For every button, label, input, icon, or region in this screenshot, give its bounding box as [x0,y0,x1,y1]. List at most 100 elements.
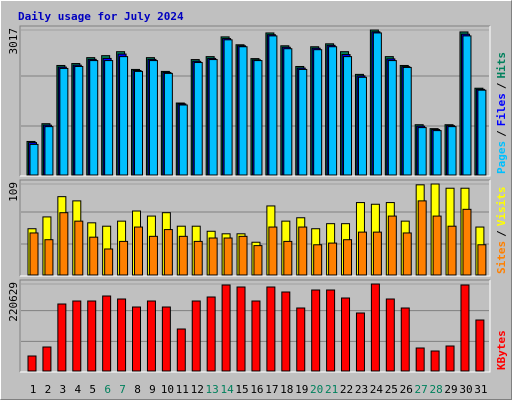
bar [253,245,263,276]
bar [343,56,353,176]
y-tick-label: 3017 [7,28,20,55]
bar [341,297,351,372]
bar [193,240,203,276]
bar [104,60,114,176]
x-tick-label: 23 [355,383,368,396]
bar [27,355,37,372]
bar [104,248,114,276]
bar [236,286,246,372]
bar [89,60,99,176]
bar [253,60,263,176]
bar [387,60,397,176]
bar [385,298,395,372]
bar [87,300,97,372]
bar [74,65,84,176]
bar [119,240,129,276]
bar [447,225,457,276]
bar [163,72,173,176]
bar [417,200,427,276]
bar [44,126,54,176]
x-tick-label: 26 [400,383,413,396]
bar [148,60,158,176]
legend-separator: / [495,230,508,237]
plot-edge [19,25,490,176]
x-tick-label: 11 [176,383,189,396]
bar [298,68,308,176]
plot-edge [19,279,490,372]
x-tick-label: 22 [340,383,353,396]
bar [268,226,278,276]
bar [432,215,442,276]
x-tick-label: 1 [30,383,37,396]
bar [355,312,365,372]
x-tick-label: 31 [474,383,487,396]
bar [59,67,69,176]
bar [311,289,321,372]
bar [283,240,293,276]
bar [132,306,142,372]
bar [445,345,455,372]
x-tick-label: 14 [220,383,234,396]
x-tick-label: 6 [104,383,111,396]
bar [193,62,203,176]
x-tick-label: 29 [444,383,457,396]
bar [447,126,457,176]
x-tick-label: 20 [310,383,323,396]
bar [417,127,427,176]
x-tick-label: 16 [250,383,263,396]
bar [415,347,425,372]
bar [238,235,248,276]
bar [326,289,336,372]
y-tick-label: 220629 [7,282,20,322]
bar [44,239,54,276]
bar [72,300,82,372]
bar [208,237,218,276]
x-tick-label: 4 [74,383,81,396]
x-tick-label: 24 [370,383,384,396]
bar [191,300,201,372]
bar [402,232,412,276]
bar [163,229,173,276]
plot-edge [20,180,491,277]
x-tick-label: 25 [385,383,398,396]
bar [74,220,84,276]
bar [283,48,293,176]
bar [59,212,69,276]
plot-edge [20,26,491,177]
bar [206,296,216,372]
legend-entry: Files [495,93,508,126]
bar [357,76,367,176]
x-tick-label: 21 [325,383,338,396]
x-tick-label: 30 [459,383,472,396]
bar [266,286,276,372]
x-tick-label: 28 [429,383,442,396]
bar [57,303,67,372]
x-tick-label: 8 [134,383,141,396]
x-tick-label: 10 [161,383,174,396]
x-tick-label: 5 [89,383,96,396]
bar [372,231,382,276]
bar [296,307,306,372]
bar [370,283,380,372]
x-tick-label: 15 [235,383,248,396]
bar [178,235,188,276]
bar [477,244,487,276]
legend-separator: / [495,82,508,89]
bar [89,236,99,276]
bar [387,215,397,276]
x-tick-label: 19 [295,383,308,396]
x-tick-label: 9 [149,383,156,396]
x-tick-label: 13 [206,383,219,396]
bar [146,300,156,372]
bar [462,35,472,176]
bar [477,89,487,176]
legend-entry: Pages [495,141,508,174]
bar [460,284,470,372]
bar [223,39,233,176]
bar [29,232,39,276]
x-tick-label: 27 [415,383,428,396]
x-tick-label: 17 [265,383,278,396]
bar [298,226,308,276]
legend: KBytes [495,330,508,370]
